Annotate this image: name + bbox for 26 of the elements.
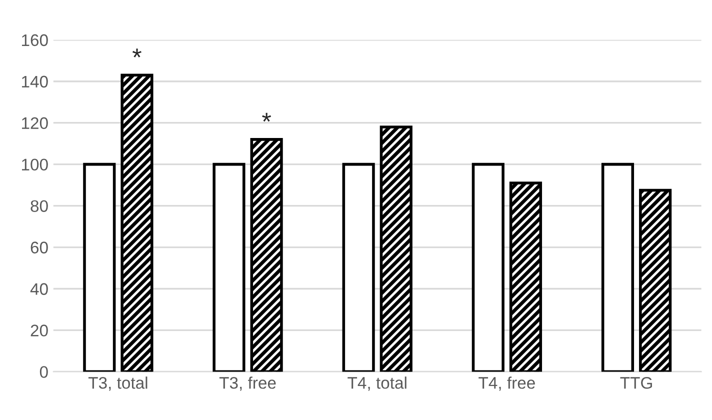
annotation: * <box>132 48 142 58</box>
bar <box>342 162 375 372</box>
bar <box>212 162 246 372</box>
bar <box>601 162 634 372</box>
x-tick-label: T3, total <box>88 376 148 391</box>
bar <box>639 188 672 372</box>
y-tick-label: 140 <box>22 76 48 88</box>
bar <box>83 162 116 372</box>
y-tick-label: 100 <box>22 158 48 171</box>
y-tick-label: 40 <box>30 283 48 295</box>
y-tick-label: 60 <box>30 242 48 254</box>
y-tick-label: 160 <box>22 34 48 46</box>
y-tick-label: 120 <box>22 117 48 130</box>
bar <box>250 138 283 372</box>
bar <box>380 126 412 372</box>
x-tick-label: T4, total <box>348 376 406 391</box>
bar <box>472 162 504 372</box>
y-tick-label: 20 <box>30 324 48 336</box>
y-tick-label: 80 <box>30 200 48 212</box>
y-tick-label: 0 <box>40 366 48 378</box>
x-tick-label: T3, free <box>219 376 276 391</box>
x-tick-label: TTG <box>620 377 652 389</box>
bar <box>120 74 154 372</box>
bar <box>509 182 542 372</box>
x-tick-label: T4, free <box>478 376 535 391</box>
annotation: * <box>262 112 272 122</box>
